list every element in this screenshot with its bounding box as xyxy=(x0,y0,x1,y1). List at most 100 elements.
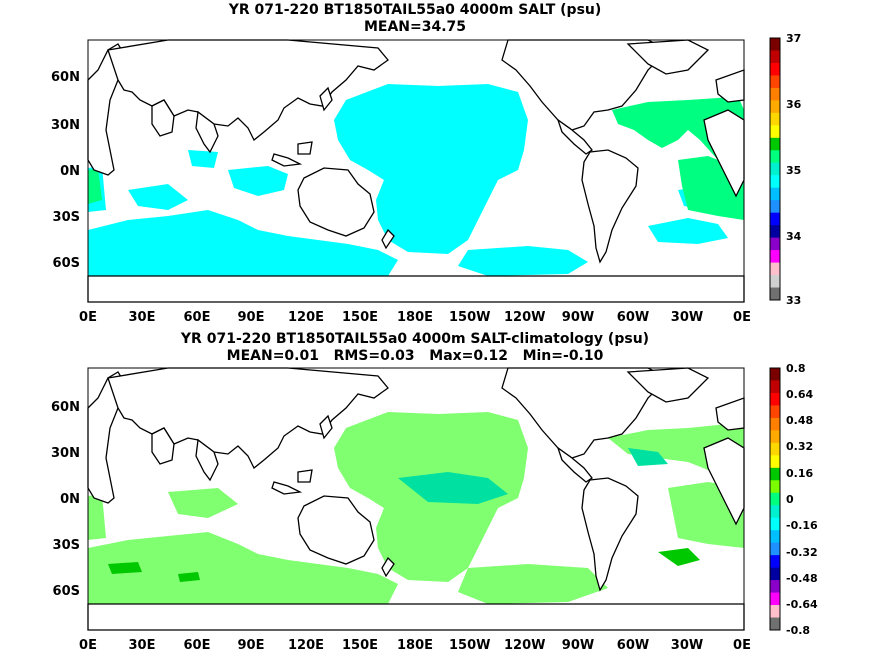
lon-label: 0E xyxy=(733,310,751,325)
lon-label: 180E xyxy=(396,638,434,653)
lat-label: 60N xyxy=(51,70,80,85)
panel1-title: YR 071-220 BT1850TAIL55a0 4000m SALT (ps… xyxy=(228,2,602,18)
colorbar-swatch xyxy=(770,405,780,419)
colorbar xyxy=(769,37,781,301)
colorbar-swatch xyxy=(770,442,780,456)
colorbar-swatch xyxy=(770,175,780,189)
lon-label: 30E xyxy=(128,310,156,325)
colorbar-label: 0.8 xyxy=(786,362,806,375)
colorbar-swatch xyxy=(770,380,780,394)
lon-label: 60E xyxy=(183,638,211,653)
lon-label: 90E xyxy=(237,310,265,325)
colorbar-swatch xyxy=(770,530,780,544)
lon-label: 150W xyxy=(449,638,491,653)
lon-label: 0E xyxy=(79,310,97,325)
lon-label: 90E xyxy=(237,638,265,653)
colorbar-label: 0.48 xyxy=(786,414,814,427)
lon-label: 90W xyxy=(561,638,595,653)
lat-label: 30N xyxy=(51,446,80,461)
colorbar-label: -0.16 xyxy=(786,519,818,532)
colorbar-swatch xyxy=(770,542,780,556)
colorbar-label: 37 xyxy=(786,32,802,45)
lat-label: 0N xyxy=(60,492,80,507)
lon-label: 90W xyxy=(561,310,595,325)
lon-label: 0E xyxy=(733,638,751,653)
colorbar-swatch xyxy=(770,200,780,214)
colorbar-label: 35 xyxy=(786,164,802,177)
colorbar-swatch xyxy=(770,38,780,51)
colorbar-swatch xyxy=(770,492,780,506)
colorbar-swatch xyxy=(770,112,780,126)
lon-label: 60W xyxy=(616,638,650,653)
colorbar-swatch xyxy=(770,368,780,381)
lat-label: 60S xyxy=(52,584,80,599)
colorbar-swatch xyxy=(770,430,780,444)
colorbar-swatch xyxy=(770,467,780,481)
lon-label: 30E xyxy=(128,638,156,653)
colorbar-swatch xyxy=(770,162,780,176)
salinity-field xyxy=(88,96,744,220)
lon-label: 180E xyxy=(396,310,434,325)
lon-label: 150E xyxy=(341,310,379,325)
colorbar-label: 0 xyxy=(786,493,794,506)
colorbar-swatch xyxy=(770,62,780,76)
colorbar-swatch xyxy=(770,75,780,89)
colorbar-swatch xyxy=(770,605,780,619)
panel2-title: YR 071-220 BT1850TAIL55a0 4000m SALT-cli… xyxy=(180,331,650,347)
colorbar-label: -0.48 xyxy=(786,572,818,585)
panel1-subtitle: MEAN=34.75 xyxy=(363,19,467,35)
colorbar-swatch xyxy=(770,517,780,531)
anomaly-field xyxy=(398,448,668,504)
colorbar-swatch xyxy=(770,555,780,569)
panel2-subtitle: MEAN=0.01 RMS=0.03 Max=0.12 Min=-0.10 xyxy=(226,348,604,364)
colorbar-label: 36 xyxy=(786,98,802,111)
colorbar-label: 0.32 xyxy=(786,440,814,453)
colorbar-label: -0.8 xyxy=(786,624,811,637)
lat-label: 30N xyxy=(51,118,80,133)
lon-label: 60E xyxy=(183,310,211,325)
colorbar-label: 0.64 xyxy=(786,388,814,401)
lon-label: 30W xyxy=(670,310,704,325)
colorbar-swatch xyxy=(770,50,780,64)
colorbar-swatch xyxy=(770,505,780,519)
lon-label: 150W xyxy=(449,310,491,325)
colorbar-label: 0.16 xyxy=(786,467,814,480)
lat-label: 30S xyxy=(52,210,80,225)
lat-label: 0N xyxy=(60,164,80,179)
colorbar-swatch xyxy=(770,617,780,631)
lon-label: 120W xyxy=(504,638,546,653)
colorbar-swatch xyxy=(770,237,780,251)
colorbar-swatch xyxy=(770,100,780,114)
lon-label: 0E xyxy=(79,638,97,653)
colorbar-label: 34 xyxy=(786,230,802,243)
colorbar-swatch xyxy=(770,592,780,606)
lon-label: 120E xyxy=(287,310,325,325)
colorbar-swatch xyxy=(770,187,780,201)
colorbar-swatch xyxy=(770,250,780,264)
colorbar-swatch xyxy=(770,225,780,239)
colorbar-swatch xyxy=(770,455,780,469)
colorbar-swatch xyxy=(770,580,780,594)
colorbar-label: 33 xyxy=(786,294,802,307)
colorbar-label: -0.32 xyxy=(786,546,818,559)
colorbar-swatch xyxy=(770,150,780,164)
colorbar-swatch xyxy=(770,125,780,139)
colorbar-swatch xyxy=(770,275,780,289)
colorbar xyxy=(769,367,781,631)
salinity-field xyxy=(88,84,728,276)
colorbar-swatch xyxy=(770,262,780,276)
colorbar-frame xyxy=(769,367,781,631)
lon-label: 120W xyxy=(504,310,546,325)
colorbar-swatch xyxy=(770,137,780,151)
colorbar-swatch xyxy=(770,87,780,101)
lon-label: 150E xyxy=(341,638,379,653)
colorbar-swatch xyxy=(770,480,780,494)
anomaly-field xyxy=(108,548,700,582)
colorbar-swatch xyxy=(770,567,780,581)
lon-label: 30W xyxy=(670,638,704,653)
lat-label: 60N xyxy=(51,400,80,415)
colorbar-label: -0.64 xyxy=(786,598,818,611)
lon-label: 60W xyxy=(616,310,650,325)
lat-label: 30S xyxy=(52,538,80,553)
